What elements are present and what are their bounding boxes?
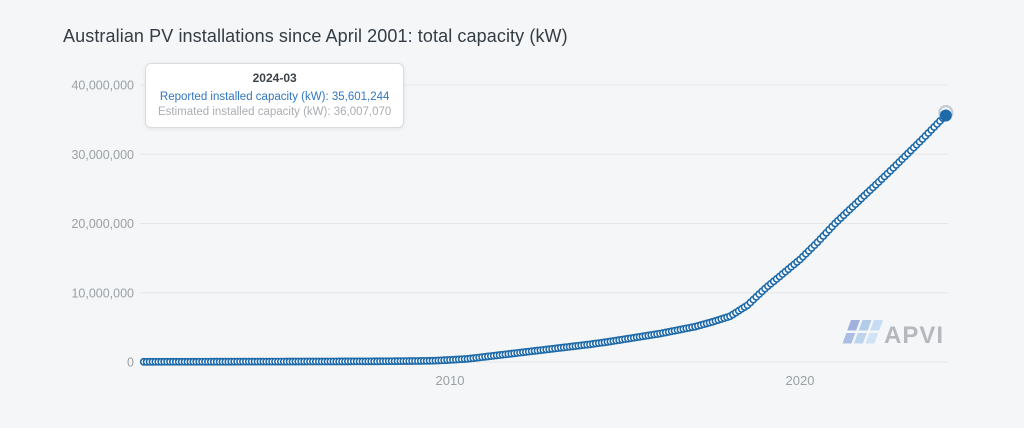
x-tick-label: 2020 (786, 373, 815, 388)
apvi-logo-cell (853, 333, 867, 344)
y-tick-label: 40,000,000 (71, 79, 134, 93)
y-tick-label: 0 (127, 356, 134, 370)
y-axis-labels: 0 10,000,000 20,000,000 30,000,000 40,000,00… (71, 79, 134, 370)
data-point-reported-final[interactable] (939, 109, 952, 122)
y-tick-label: 30,000,000 (71, 148, 134, 162)
apvi-logo-text: APVI (884, 322, 944, 349)
x-axis-labels: 2010 2020 (436, 373, 815, 388)
apvi-logo-cell (865, 333, 879, 344)
series-reported (139, 105, 954, 366)
tooltip-date: 2024-03 (252, 71, 297, 85)
tooltip-estimated-line: Estimated installed capacity (kW): 36,00… (158, 106, 392, 118)
apvi-logo-mark-icon (842, 320, 883, 344)
apvi-logo[interactable]: APVI (842, 320, 944, 349)
tooltip-reported-line: Reported installed capacity (kW): 35,601… (159, 91, 390, 103)
x-tick-label: 2010 (436, 373, 465, 388)
chart-title: Australian PV installations since April … (63, 26, 568, 46)
apvi-logo-cell (842, 333, 856, 344)
apvi-logo-cell (870, 320, 883, 331)
chart-tooltip: 2024-03 Reported installed capacity (kW)… (145, 63, 405, 128)
y-tick-label: 20,000,000 (71, 217, 134, 231)
apvi-logo-cell (847, 320, 860, 331)
y-tick-label: 10,000,000 (71, 286, 134, 300)
gridlines (140, 84, 948, 363)
apvi-logo-cell (858, 320, 872, 331)
